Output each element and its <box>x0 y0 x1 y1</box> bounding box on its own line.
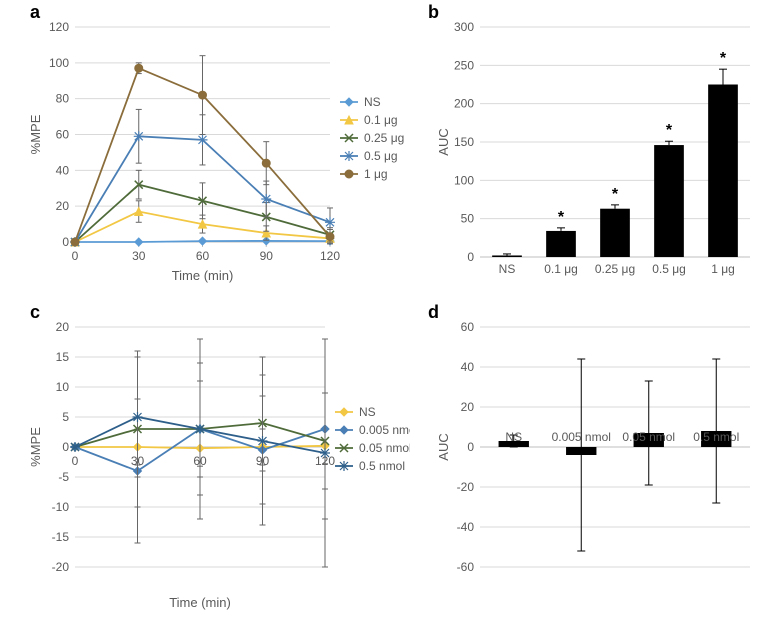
svg-text:40: 40 <box>461 360 475 374</box>
svg-text:20: 20 <box>56 199 70 213</box>
svg-text:AUC: AUC <box>436 433 451 460</box>
svg-text:30: 30 <box>132 249 146 263</box>
svg-text:-5: -5 <box>58 470 69 484</box>
svg-text:200: 200 <box>454 97 474 111</box>
svg-text:*: * <box>612 186 619 203</box>
svg-text:20: 20 <box>56 320 70 334</box>
svg-text:80: 80 <box>56 92 70 106</box>
svg-text:1 μg: 1 μg <box>711 262 735 276</box>
svg-text:%MPE: %MPE <box>28 427 43 467</box>
svg-text:-20: -20 <box>457 480 475 494</box>
svg-text:40: 40 <box>56 163 70 177</box>
svg-text:20: 20 <box>461 400 475 414</box>
svg-text:1 μg: 1 μg <box>364 167 388 181</box>
svg-text:Time (min): Time (min) <box>172 268 234 283</box>
svg-text:0.5 nmol: 0.5 nmol <box>359 459 405 473</box>
svg-text:Time (min): Time (min) <box>169 595 231 610</box>
svg-text:AUC: AUC <box>436 128 451 155</box>
svg-text:0: 0 <box>467 440 474 454</box>
svg-text:120: 120 <box>49 20 69 34</box>
svg-text:0.5 nmol: 0.5 nmol <box>693 430 739 444</box>
svg-text:0: 0 <box>467 250 474 264</box>
svg-text:*: * <box>666 122 673 139</box>
panel-a-chart: 0 20 40 60 80 100 120 0 30 60 90 120 Time (min) %MPE N… <box>20 12 410 302</box>
svg-text:*: * <box>558 209 565 226</box>
svg-text:0.5 μg: 0.5 μg <box>364 149 398 163</box>
svg-text:15: 15 <box>56 350 70 364</box>
svg-text:0.1 μg: 0.1 μg <box>364 113 398 127</box>
svg-text:90: 90 <box>260 249 274 263</box>
svg-text:50: 50 <box>461 212 475 226</box>
svg-text:300: 300 <box>454 20 474 34</box>
svg-text:150: 150 <box>454 135 474 149</box>
figure: a b c d 0204060801001200306090120Time (m… <box>0 0 778 629</box>
svg-text:0.5 μg: 0.5 μg <box>652 262 686 276</box>
svg-text:0.05 nmol: 0.05 nmol <box>622 430 675 444</box>
svg-text:100: 100 <box>49 56 69 70</box>
svg-text:60: 60 <box>461 320 475 334</box>
svg-text:-15: -15 <box>52 530 70 544</box>
panel-c-chart: -20-15-10-5051015200306090120Time (min)%… <box>20 312 410 622</box>
panel-b-chart: 0 50 100 150 200 250 300 NS 0.1 μg * 0.25 μg * 0.5 μ… <box>430 12 760 302</box>
panel-d-chart: -60 -40 -20 0 20 40 60 NS 0.005 nmol 0.05 nmol 0.5… <box>430 312 760 622</box>
svg-text:NS: NS <box>505 430 522 444</box>
svg-text:0: 0 <box>72 454 79 468</box>
svg-text:5: 5 <box>62 410 69 424</box>
svg-text:60: 60 <box>56 128 70 142</box>
svg-text:100: 100 <box>454 173 474 187</box>
svg-text:0: 0 <box>62 440 69 454</box>
svg-text:0: 0 <box>72 249 79 263</box>
svg-text:-40: -40 <box>457 520 475 534</box>
svg-text:0.005 nmol: 0.005 nmol <box>552 430 611 444</box>
svg-text:-20: -20 <box>52 560 70 574</box>
svg-text:250: 250 <box>454 58 474 72</box>
svg-text:%MPE: %MPE <box>28 114 43 154</box>
svg-text:10: 10 <box>56 380 70 394</box>
svg-text:60: 60 <box>196 249 210 263</box>
svg-text:0.05 nmol: 0.05 nmol <box>359 441 410 455</box>
svg-text:0.25 μg: 0.25 μg <box>364 131 404 145</box>
svg-text:0: 0 <box>62 235 69 249</box>
svg-text:-60: -60 <box>457 560 475 574</box>
svg-text:*: * <box>720 50 727 67</box>
svg-text:NS: NS <box>364 95 381 109</box>
svg-text:NS: NS <box>359 405 376 419</box>
svg-text:0.1 μg: 0.1 μg <box>544 262 578 276</box>
svg-text:120: 120 <box>320 249 340 263</box>
svg-text:0.25 μg: 0.25 μg <box>595 262 635 276</box>
svg-text:NS: NS <box>499 262 516 276</box>
svg-text:0.005 nmol: 0.005 nmol <box>359 423 410 437</box>
svg-text:-10: -10 <box>52 500 70 514</box>
